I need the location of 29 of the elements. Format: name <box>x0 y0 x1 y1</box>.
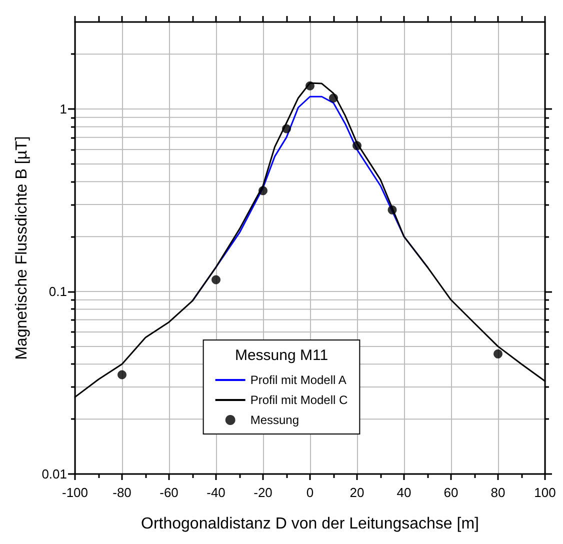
x-tick-label: -40 <box>206 485 226 500</box>
x-tick-label: -100 <box>62 485 88 500</box>
x-axis-title: Orthogonaldistanz D von der Leitungsachse [m] <box>141 516 479 532</box>
x-tick-label: -20 <box>254 485 272 500</box>
x-tick-label: 80 <box>490 485 506 500</box>
x-tick-label: 0 <box>306 485 314 500</box>
point <box>352 141 362 150</box>
x-tick-label: -60 <box>160 485 178 500</box>
y-axis-title: Magnetische Flussdichte B [µT] <box>14 136 30 360</box>
y-tick-label: 0.01 <box>42 466 67 482</box>
y-tick-label: 0.1 <box>48 284 67 300</box>
x-tick-label: -80 <box>112 485 132 500</box>
x-tick-label: 20 <box>350 485 364 500</box>
y-tick-label: 1 <box>60 102 67 117</box>
point <box>306 81 314 90</box>
legend-label: Profil mit Modell C <box>250 393 348 407</box>
legend-label: Profil mit Modell A <box>250 373 346 387</box>
point <box>212 275 220 284</box>
x-tick-label: 40 <box>396 485 412 500</box>
point <box>258 186 268 196</box>
point <box>388 205 397 214</box>
point <box>494 349 502 358</box>
x-tick-label: 100 <box>534 485 556 500</box>
point <box>282 124 291 134</box>
point <box>118 370 126 380</box>
x-tick-label: 60 <box>444 485 458 500</box>
point <box>329 93 338 102</box>
legend-label: Messung <box>250 413 300 427</box>
legend-title: Messung M11 <box>234 347 328 364</box>
